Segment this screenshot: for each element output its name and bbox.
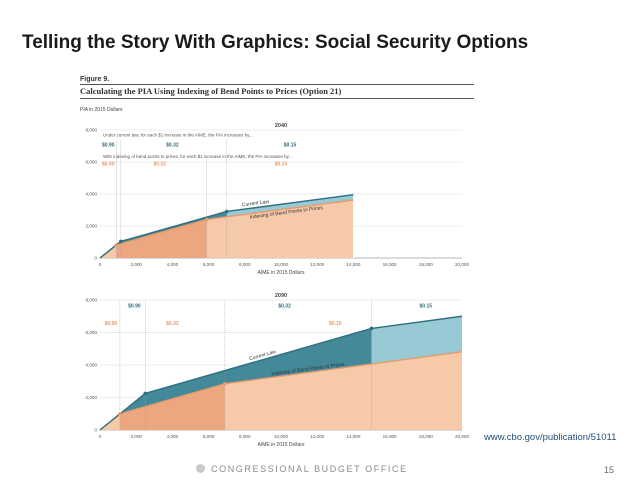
- p1-indexed-rate-label: $0.90: [102, 162, 115, 168]
- p1-indexed-rate-label: $0.32: [153, 162, 166, 168]
- p2-current-law-point: [143, 391, 148, 396]
- p2-indexed-point: [223, 381, 227, 386]
- p2-indexed-rate-label: $0.15: [329, 321, 342, 327]
- p2-x-tick-label: 4,000: [167, 434, 179, 439]
- p1-current-rate-label: $0.15: [284, 142, 297, 148]
- p2-current-rate-label: $0.90: [128, 303, 141, 309]
- p2-x-tick-label: 18,000: [419, 434, 433, 439]
- p2-x-axis-title: AIME in 2015 Dollars: [258, 442, 305, 448]
- p1-x-tick-label: 2,000: [130, 262, 142, 267]
- p1-current-rate-label: $0.90: [102, 142, 115, 148]
- p1-indexed-area-segment: [206, 200, 354, 258]
- p1-current-law-gap-area: [226, 194, 354, 217]
- p1-indexed-point: [204, 217, 209, 222]
- p2-x-tick-label: 20,000: [455, 434, 469, 439]
- p1-x-tick-label: 20,000: [455, 262, 469, 267]
- p2-indexed-rate-label: $0.90: [105, 321, 118, 327]
- p2-x-tick-label: 12,000: [310, 434, 324, 439]
- p2-current-rate-label: $0.32: [278, 303, 291, 309]
- p1-x-tick-label: 6,000: [203, 262, 215, 267]
- p1-x-tick-label: 16,000: [383, 262, 397, 267]
- p2-y-tick-label: 0: [94, 428, 97, 433]
- p2-y-tick-label: 6,000: [86, 330, 98, 335]
- p2-indexed-area-segment: [119, 383, 225, 430]
- p1-y-tick-label: 8,000: [86, 128, 98, 133]
- p1-y-tick-label: 6,000: [86, 160, 98, 165]
- p1-x-tick-label: 14,000: [346, 262, 360, 267]
- page-number: 15: [604, 465, 615, 475]
- p1-annotation-current-law: Under current law, for each $1 increase …: [103, 133, 253, 138]
- figure-subtitle: PIA in 2015 Dollars: [80, 107, 123, 113]
- p1-indexed-rate-label: $0.15: [275, 162, 288, 168]
- p1-current-law-label: Current Law: [242, 199, 270, 209]
- p1-y-tick-label: 2,000: [86, 224, 98, 229]
- p2-panel-title: 2090: [275, 293, 287, 299]
- p1-x-tick-label: 8,000: [239, 262, 251, 267]
- p2-indexed-rate-label: $0.32: [166, 321, 179, 327]
- p1-current-rate-label: $0.32: [166, 142, 179, 148]
- p2-y-tick-label: 2,000: [86, 395, 98, 400]
- p1-current-law-point: [224, 209, 229, 214]
- pia-charts: 0 2,000 4,000 6,000 8,000 0 2,000 4,000 6,000 8,0…: [86, 123, 470, 448]
- figure-top-rule: [80, 84, 474, 85]
- p2-x-tick-label: 10,000: [274, 434, 288, 439]
- p1-x-tick-label: 12,000: [310, 262, 324, 267]
- p1-x-tick-label: 18,000: [419, 262, 433, 267]
- p1-x-tick-label: 10,000: [274, 262, 288, 267]
- p1-x-axis-title: AIME in 2015 Dollars: [258, 270, 305, 276]
- cbo-logo-icon: [196, 464, 205, 474]
- p1-panel-title: 2040: [275, 123, 287, 129]
- p1-current-law-line: [99, 193, 354, 259]
- figure-label: Figure 9.: [80, 76, 110, 83]
- p2-x-tick-label: 16,000: [383, 434, 397, 439]
- slide-title: Telling the Story With Graphics: Social …: [22, 32, 529, 53]
- figure-title: Calculating the PIA Using Indexing of Be…: [80, 86, 342, 96]
- p1-x-tick-label: 4,000: [167, 262, 179, 267]
- figure-title-rule: [80, 98, 474, 99]
- p2-x-tick-label: 14,000: [346, 434, 360, 439]
- p2-x-tick-label: 6,000: [203, 434, 215, 439]
- p2-current-rate-label: $0.15: [420, 303, 433, 309]
- p2-current-law-point: [369, 326, 374, 331]
- p1-current-law-point: [119, 239, 123, 244]
- p1-y-tick-label: 4,000: [86, 192, 98, 197]
- p1-x-tick-label: 0: [99, 262, 102, 267]
- p1-y-tick-label: 0: [94, 256, 97, 261]
- p2-x-tick-label: 2,000: [130, 434, 142, 439]
- p2-indexed-point: [118, 412, 122, 416]
- p1-indexed-point: [114, 243, 119, 247]
- p2-indexed-area-segment: [224, 351, 462, 430]
- source-link[interactable]: www.cbo.gov/publication/51011: [484, 432, 617, 443]
- figure: Figure 9. Calculating the PIA Using Inde…: [70, 72, 478, 448]
- p2-y-tick-label: 4,000: [86, 363, 98, 368]
- p2-current-law-line: [99, 315, 463, 431]
- p2-x-tick-label: 0: [99, 434, 102, 439]
- footer-text: CONGRESSIONAL BUDGET OFFICE: [211, 464, 408, 474]
- p2-current-law-gap-area: [371, 316, 462, 365]
- p1-indexed-area-segment: [116, 219, 207, 258]
- footer: CONGRESSIONAL BUDGET OFFICE: [196, 464, 408, 474]
- p2-x-tick-label: 8,000: [239, 434, 251, 439]
- p2-current-law-gap-area: [145, 328, 372, 407]
- p2-y-tick-label: 8,000: [86, 298, 98, 303]
- p1-annotation-indexed: With indexing of bend points to prices, …: [103, 154, 292, 159]
